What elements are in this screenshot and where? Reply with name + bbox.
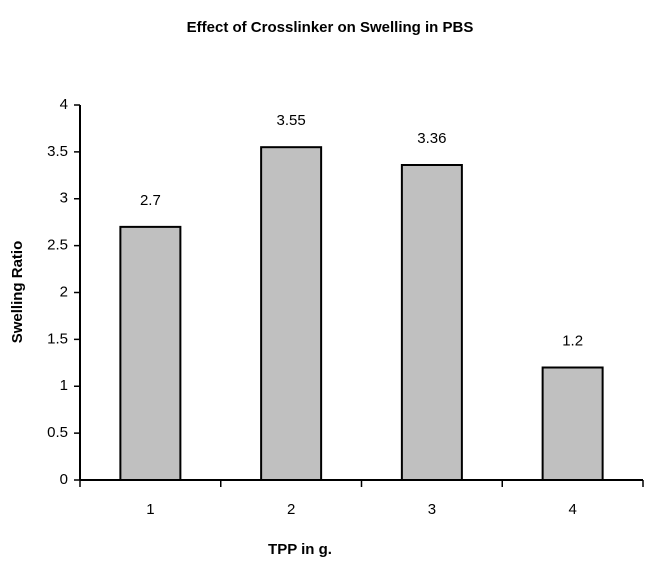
data-label: 1.2 [562, 332, 583, 349]
y-tick-label: 3 [60, 190, 68, 207]
data-label: 3.55 [277, 112, 306, 129]
data-label: 2.7 [140, 192, 161, 209]
x-tick-label: 2 [287, 501, 295, 518]
data-label: 3.36 [417, 130, 446, 147]
y-tick-label: 0.5 [47, 424, 68, 441]
y-tick-label: 1 [60, 377, 68, 394]
y-tick-label: 3.5 [47, 143, 68, 160]
bar [119, 225, 182, 481]
bar [260, 146, 323, 481]
x-tick-label: 4 [568, 501, 576, 518]
x-tick-label: 3 [428, 501, 436, 518]
x-tick-label: 1 [146, 501, 154, 518]
y-tick-label: 1.5 [47, 330, 68, 347]
y-tick-label: 2 [60, 283, 68, 300]
chart-title: Effect of Crosslinker on Swelling in PBS [187, 19, 474, 36]
x-axis-title: TPP in g. [268, 541, 332, 558]
bar [400, 164, 463, 481]
y-axis-title: Swelling Ratio [9, 241, 26, 344]
bar [541, 366, 604, 481]
y-tick-label: 4 [60, 96, 68, 113]
y-tick-label: 0 [60, 471, 68, 488]
y-tick-label: 2.5 [47, 237, 68, 254]
